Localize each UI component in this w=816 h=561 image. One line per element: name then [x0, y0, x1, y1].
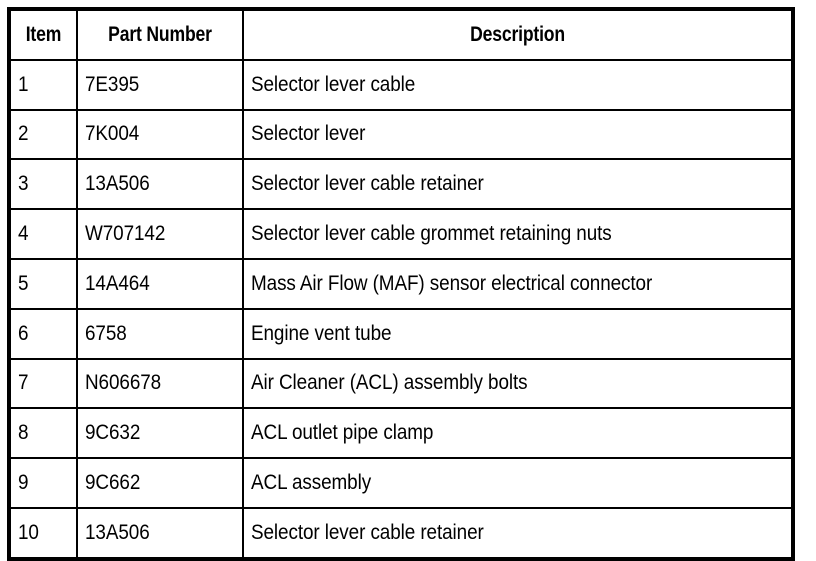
- column-header-part-number: Part Number: [81, 8, 239, 61]
- cell-description: Selector lever cable retainer: [242, 158, 794, 211]
- cell-item-text: 2: [18, 122, 29, 146]
- cell-item-text: 6: [18, 321, 29, 345]
- cell-part-number-text: 7E395: [85, 72, 140, 96]
- cell-description: Engine vent tube: [242, 307, 794, 360]
- cell-part-number-text: 6758: [85, 321, 127, 345]
- cell-part-number-text: 13A506: [85, 520, 150, 544]
- cell-item-text: 7: [18, 371, 29, 395]
- table-row: 5 14A464 Mass Air Flow (MAF) sensor electr…: [8, 257, 794, 310]
- cell-item: 6: [8, 307, 78, 360]
- cell-description-text: ACL outlet pipe clamp: [251, 421, 434, 445]
- cell-part-number: 9C662: [76, 457, 244, 509]
- cell-description-text: Air Cleaner (ACL) assembly bolts: [251, 371, 528, 395]
- cell-item: 7: [8, 357, 78, 410]
- table-row: 10 13A506 Selector lever cable retainer: [8, 506, 794, 560]
- column-header-item-label: Item: [25, 22, 62, 46]
- cell-part-number: 7E395: [76, 58, 244, 111]
- cell-item-text: 5: [18, 271, 29, 295]
- cell-item: 9: [8, 457, 78, 509]
- cell-description-text: Selector lever cable retainer: [251, 172, 484, 196]
- table-row: 3 13A506 Selector lever cable retainer: [8, 158, 794, 211]
- table-row: 4 W707142 Selector lever cable grommet ret…: [8, 208, 794, 260]
- cell-description: Selector lever cable grommet retaining n…: [242, 208, 794, 260]
- cell-item: 8: [8, 407, 78, 460]
- cell-description-text: Selector lever cable: [251, 72, 416, 96]
- table-row: 1 7E395 Selector lever cable: [8, 58, 794, 111]
- cell-item: 2: [8, 108, 78, 161]
- cell-description-text: Mass Air Flow (MAF) sensor electrical co…: [251, 271, 653, 295]
- table-row: 8 9C632 ACL outlet pipe clamp: [8, 407, 794, 460]
- table-body: 1 7E395 Selector lever cable 2 7K004 Selector…: [8, 58, 794, 560]
- cell-item: 1: [8, 58, 78, 111]
- cell-description: Mass Air Flow (MAF) sensor electrical co…: [242, 257, 794, 310]
- cell-part-number: N606678: [76, 357, 244, 410]
- cell-description: ACL assembly: [242, 457, 794, 509]
- cell-description: Selector lever cable retainer: [242, 506, 794, 560]
- cell-part-number: W707142: [76, 208, 244, 260]
- cell-item-text: 3: [18, 172, 29, 196]
- table-row: 6 6758 Engine vent tube: [8, 307, 794, 360]
- cell-description-text: ACL assembly: [251, 471, 372, 495]
- cell-description-text: Selector lever cable retainer: [251, 520, 484, 544]
- cell-item: 5: [8, 257, 78, 310]
- column-header-description-label: Description: [470, 22, 565, 46]
- cell-description: Air Cleaner (ACL) assembly bolts: [242, 357, 794, 410]
- cell-item-text: 4: [18, 222, 29, 246]
- cell-part-number: 9C632: [76, 407, 244, 460]
- table-header-row: Item Part Number Description: [9, 8, 793, 61]
- column-header-item: Item: [10, 8, 76, 61]
- cell-part-number: 7K004: [76, 108, 244, 161]
- cell-part-number-text: N606678: [85, 371, 162, 395]
- cell-description-text: Selector lever: [251, 122, 366, 146]
- cell-part-number: 6758: [76, 307, 244, 360]
- cell-item-text: 8: [18, 421, 29, 445]
- cell-part-number-text: 9C662: [85, 471, 141, 495]
- cell-item: 10: [8, 506, 78, 560]
- cell-part-number-text: W707142: [85, 222, 166, 246]
- cell-description: ACL outlet pipe clamp: [242, 407, 794, 460]
- column-header-part-number-label: Part Number: [108, 22, 212, 46]
- cell-item-text: 9: [18, 471, 29, 495]
- column-header-description: Description: [261, 8, 775, 61]
- cell-item-text: 10: [18, 520, 39, 544]
- table-header: Item Part Number Description: [9, 8, 793, 61]
- cell-part-number: 13A506: [76, 158, 244, 211]
- cell-part-number-text: 14A464: [85, 271, 150, 295]
- cell-item: 4: [8, 208, 78, 260]
- cell-part-number: 14A464: [76, 257, 244, 310]
- cell-part-number: 13A506: [76, 506, 244, 560]
- table-row: 2 7K004 Selector lever: [8, 108, 794, 161]
- cell-description-text: Engine vent tube: [251, 321, 392, 345]
- cell-description-text: Selector lever cable grommet retaining n…: [251, 222, 612, 246]
- cell-description: Selector lever cable: [242, 58, 794, 111]
- cell-part-number-text: 7K004: [85, 122, 140, 146]
- cell-item: 3: [8, 158, 78, 211]
- cell-description: Selector lever: [242, 108, 794, 161]
- cell-item-text: 1: [18, 72, 29, 96]
- table-row: 7 N606678 Air Cleaner (ACL) assembly bolts: [8, 357, 794, 410]
- cell-part-number-text: 9C632: [85, 421, 141, 445]
- table-row: 9 9C662 ACL assembly: [8, 457, 794, 509]
- parts-table-container: Item Part Number Description 1 7E395 Selec…: [7, 7, 795, 561]
- parts-table: Item Part Number Description 1 7E395 Selec…: [7, 7, 795, 561]
- cell-part-number-text: 13A506: [85, 172, 150, 196]
